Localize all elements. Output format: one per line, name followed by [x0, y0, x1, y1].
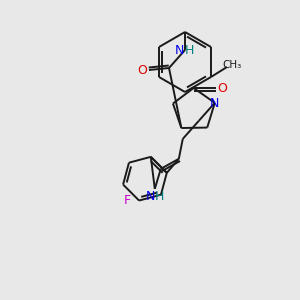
Text: N: N — [174, 44, 184, 58]
Text: O: O — [218, 82, 228, 94]
Text: CH₃: CH₃ — [222, 60, 242, 70]
Text: N: N — [210, 97, 220, 110]
Text: H: H — [155, 190, 164, 203]
Text: F: F — [124, 194, 131, 207]
Text: H: H — [184, 44, 194, 58]
Text: O: O — [137, 64, 147, 76]
Text: N: N — [146, 190, 155, 203]
